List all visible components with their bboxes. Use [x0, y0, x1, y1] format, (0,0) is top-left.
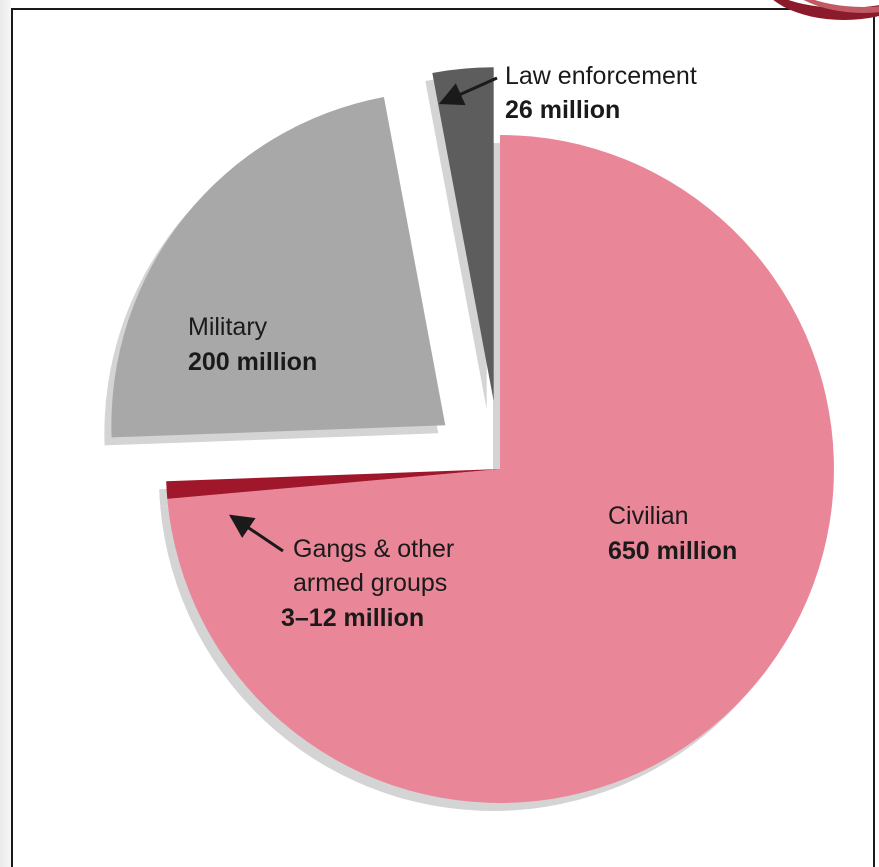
- gangs-label-line-1: Gangs & other: [293, 535, 454, 563]
- corner-decoration: [749, 0, 879, 30]
- law-enforcement-arrow: [438, 76, 498, 106]
- military-label: Military: [188, 313, 268, 341]
- civilian-value: 650 million: [608, 537, 737, 565]
- slice-law-enforcement: [432, 67, 494, 402]
- pie-slices: [111, 67, 834, 803]
- law-enforcement-label: Law enforcement: [505, 62, 697, 90]
- gangs-value: 3–12 million: [281, 604, 424, 632]
- civilian-label: Civilian: [608, 502, 689, 530]
- law-enforcement-value: 26 million: [505, 96, 620, 124]
- gangs-label-line-2: armed groups: [293, 569, 447, 597]
- left-edge-strip: [0, 0, 11, 867]
- gangs-arrow: [229, 514, 284, 553]
- slice-gangs-other-armed-groups: [166, 469, 500, 499]
- slice-military: [111, 97, 446, 438]
- slice-civilian: [167, 135, 834, 803]
- military-value: 200 million: [188, 348, 317, 376]
